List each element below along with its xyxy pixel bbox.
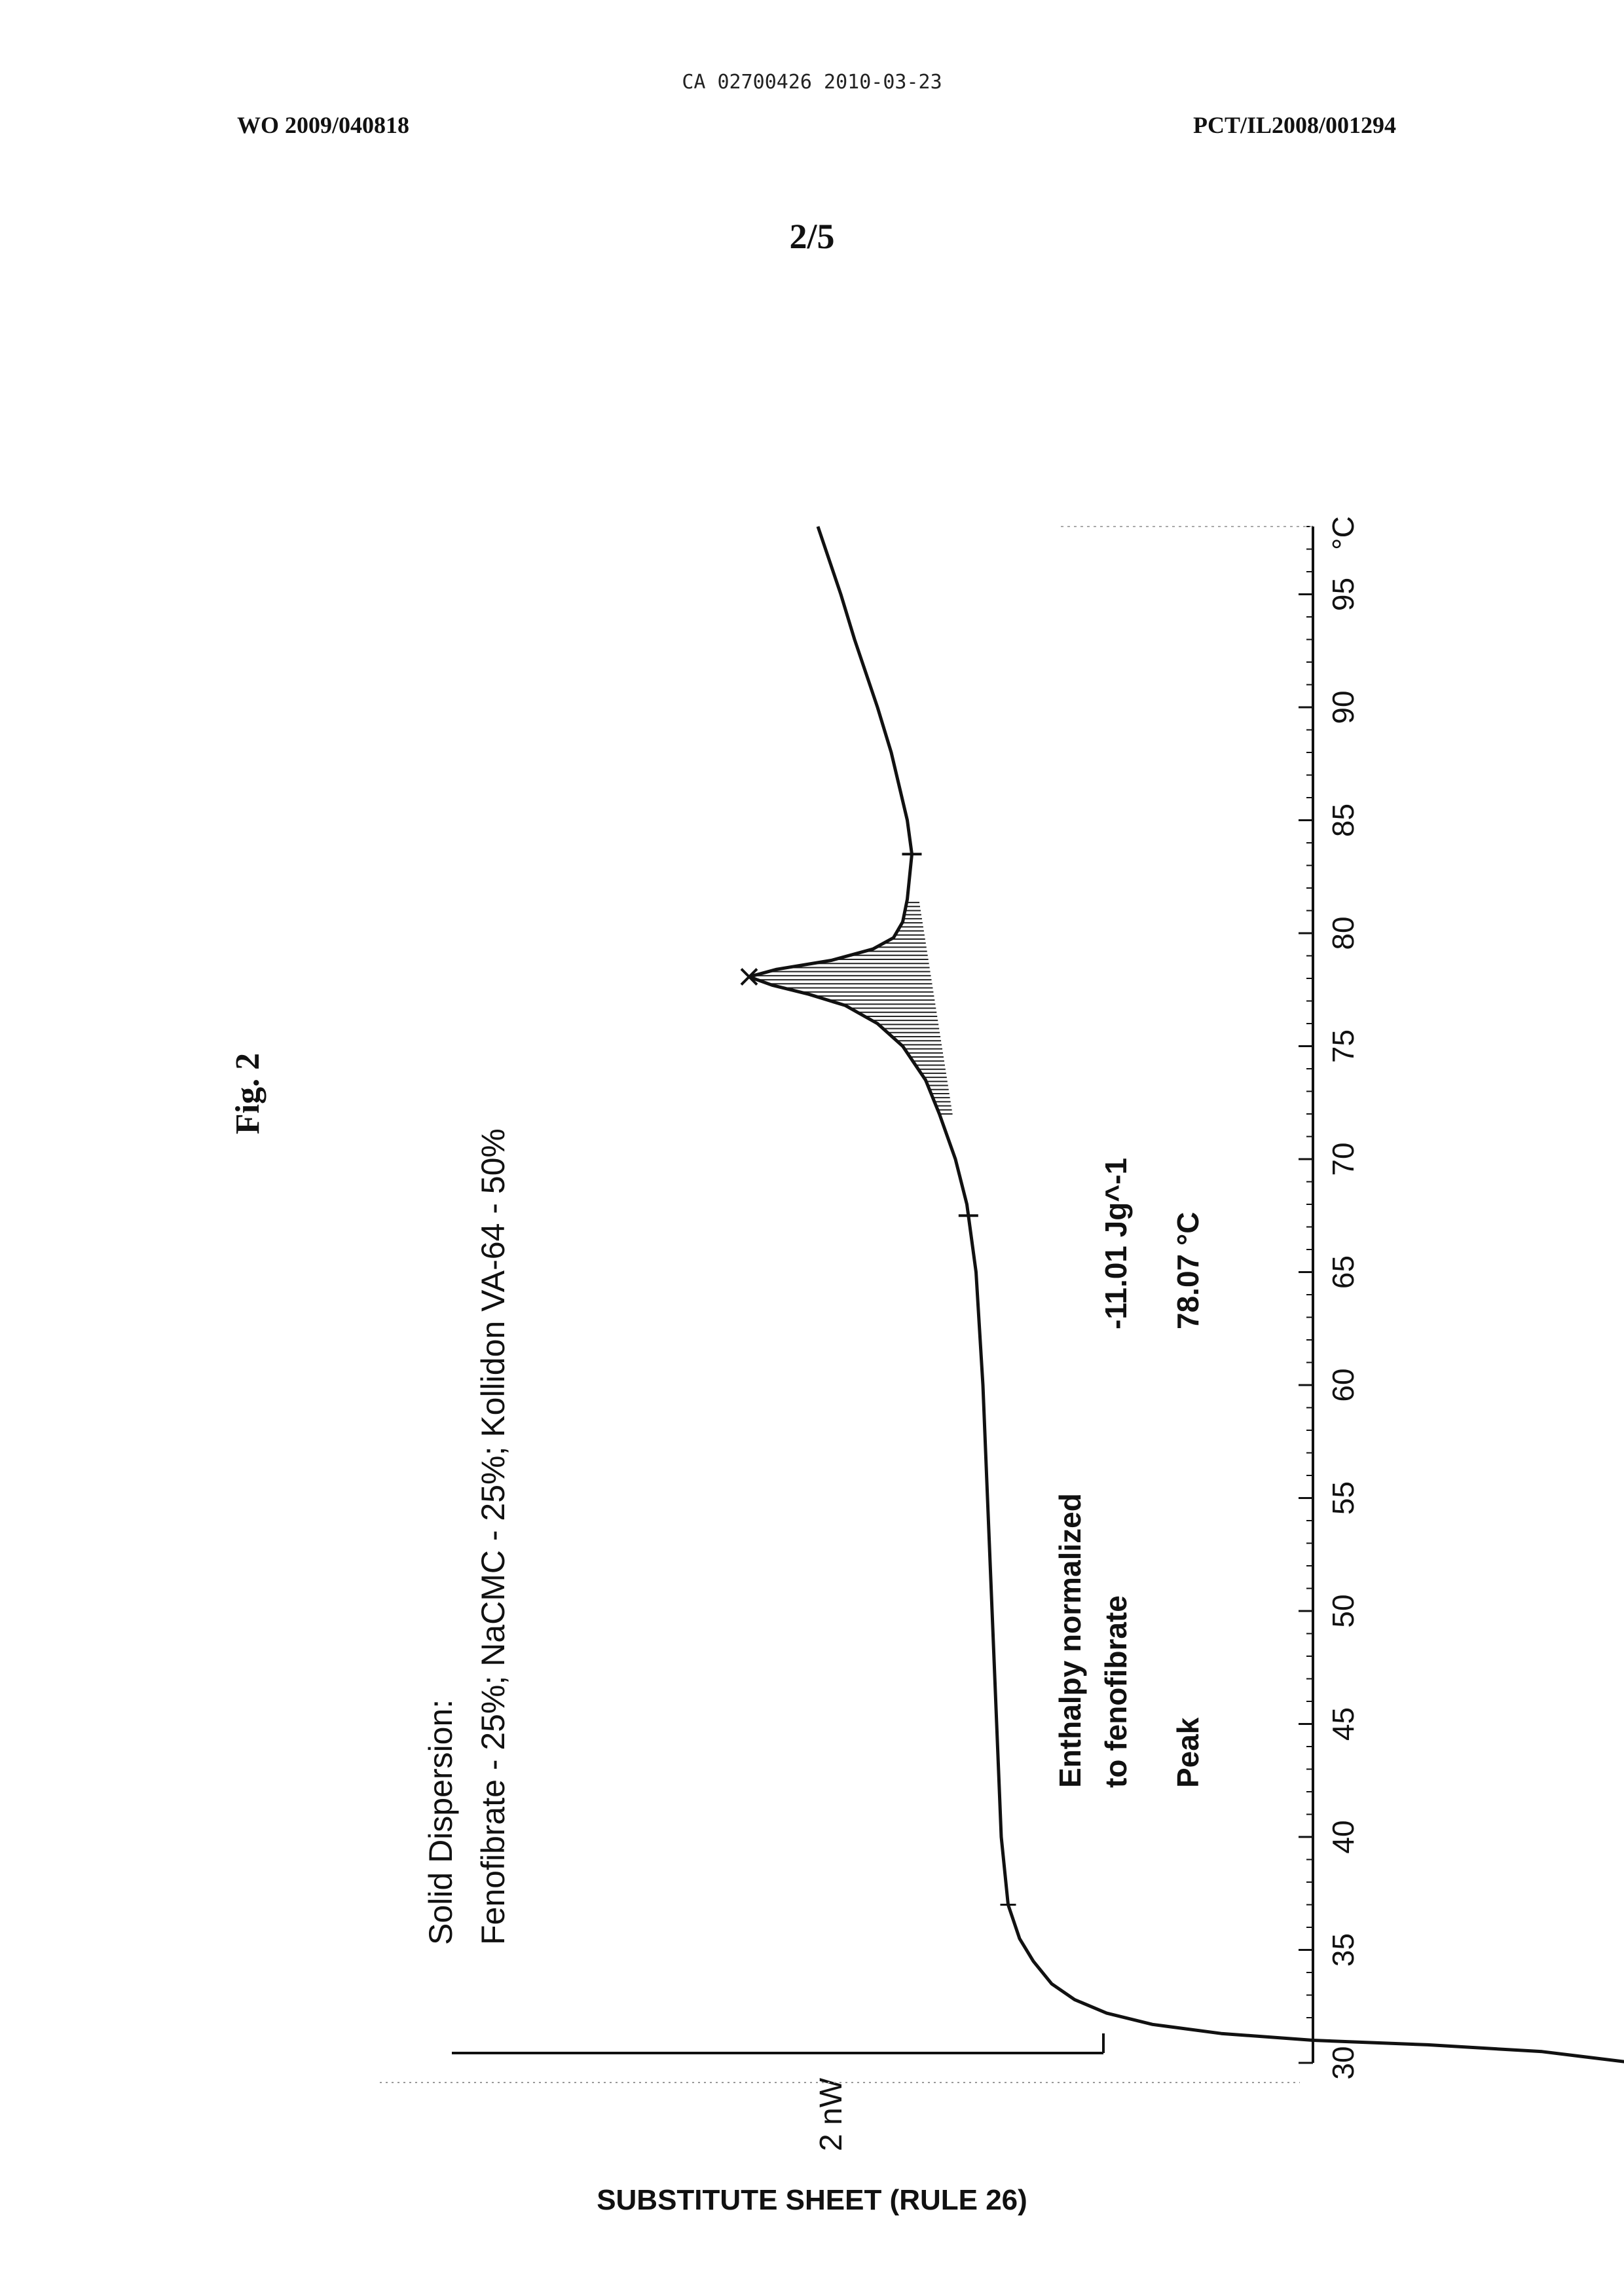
x-tick-label: 75 bbox=[1326, 1029, 1360, 1063]
footer-label: SUBSTITUTE SHEET (RULE 26) bbox=[0, 2184, 1624, 2217]
x-tick-label: 30 bbox=[1326, 2046, 1360, 2079]
peak-value: 78.07 °C bbox=[1171, 1212, 1205, 1329]
x-tick-label: 90 bbox=[1326, 690, 1360, 724]
chart-title-line-1: Solid Dispersion: bbox=[422, 1699, 459, 1945]
x-unit-label: °C bbox=[1326, 516, 1360, 550]
x-tick-label: 35 bbox=[1326, 1933, 1360, 1967]
scale-bar-label: 2 nW bbox=[814, 2077, 849, 2151]
figure-label: Fig. 2 bbox=[229, 1053, 267, 1134]
plot-area: 30 35 40 45 50 55 60 65 70 75 80 85 90 95 °C bbox=[380, 516, 1624, 2083]
chart-title-line-2: Fenofibrate - 25%; NaCMC - 25%; Kollidon… bbox=[475, 1128, 511, 1945]
x-tick-label: 70 bbox=[1326, 1142, 1360, 1176]
x-tick-label: 80 bbox=[1326, 916, 1360, 950]
x-tick-label: 85 bbox=[1326, 804, 1360, 837]
x-tick-label: 60 bbox=[1326, 1368, 1360, 1401]
peak-label: Peak bbox=[1171, 1717, 1205, 1788]
enthalpy-value: -11.01 Jg^-1 bbox=[1099, 1158, 1133, 1329]
x-tick-label: 95 bbox=[1326, 578, 1360, 611]
x-tick-label: 45 bbox=[1326, 1707, 1360, 1741]
enthalpy-label-line-1: Enthalpy normalized bbox=[1053, 1493, 1087, 1788]
x-tick-label: 50 bbox=[1326, 1594, 1360, 1627]
x-tick-label: 55 bbox=[1326, 1481, 1360, 1515]
x-tick-label: 40 bbox=[1326, 1820, 1360, 1853]
enthalpy-label-line-2: to fenofibrate bbox=[1099, 1595, 1133, 1788]
x-tick-label: 65 bbox=[1326, 1255, 1360, 1289]
